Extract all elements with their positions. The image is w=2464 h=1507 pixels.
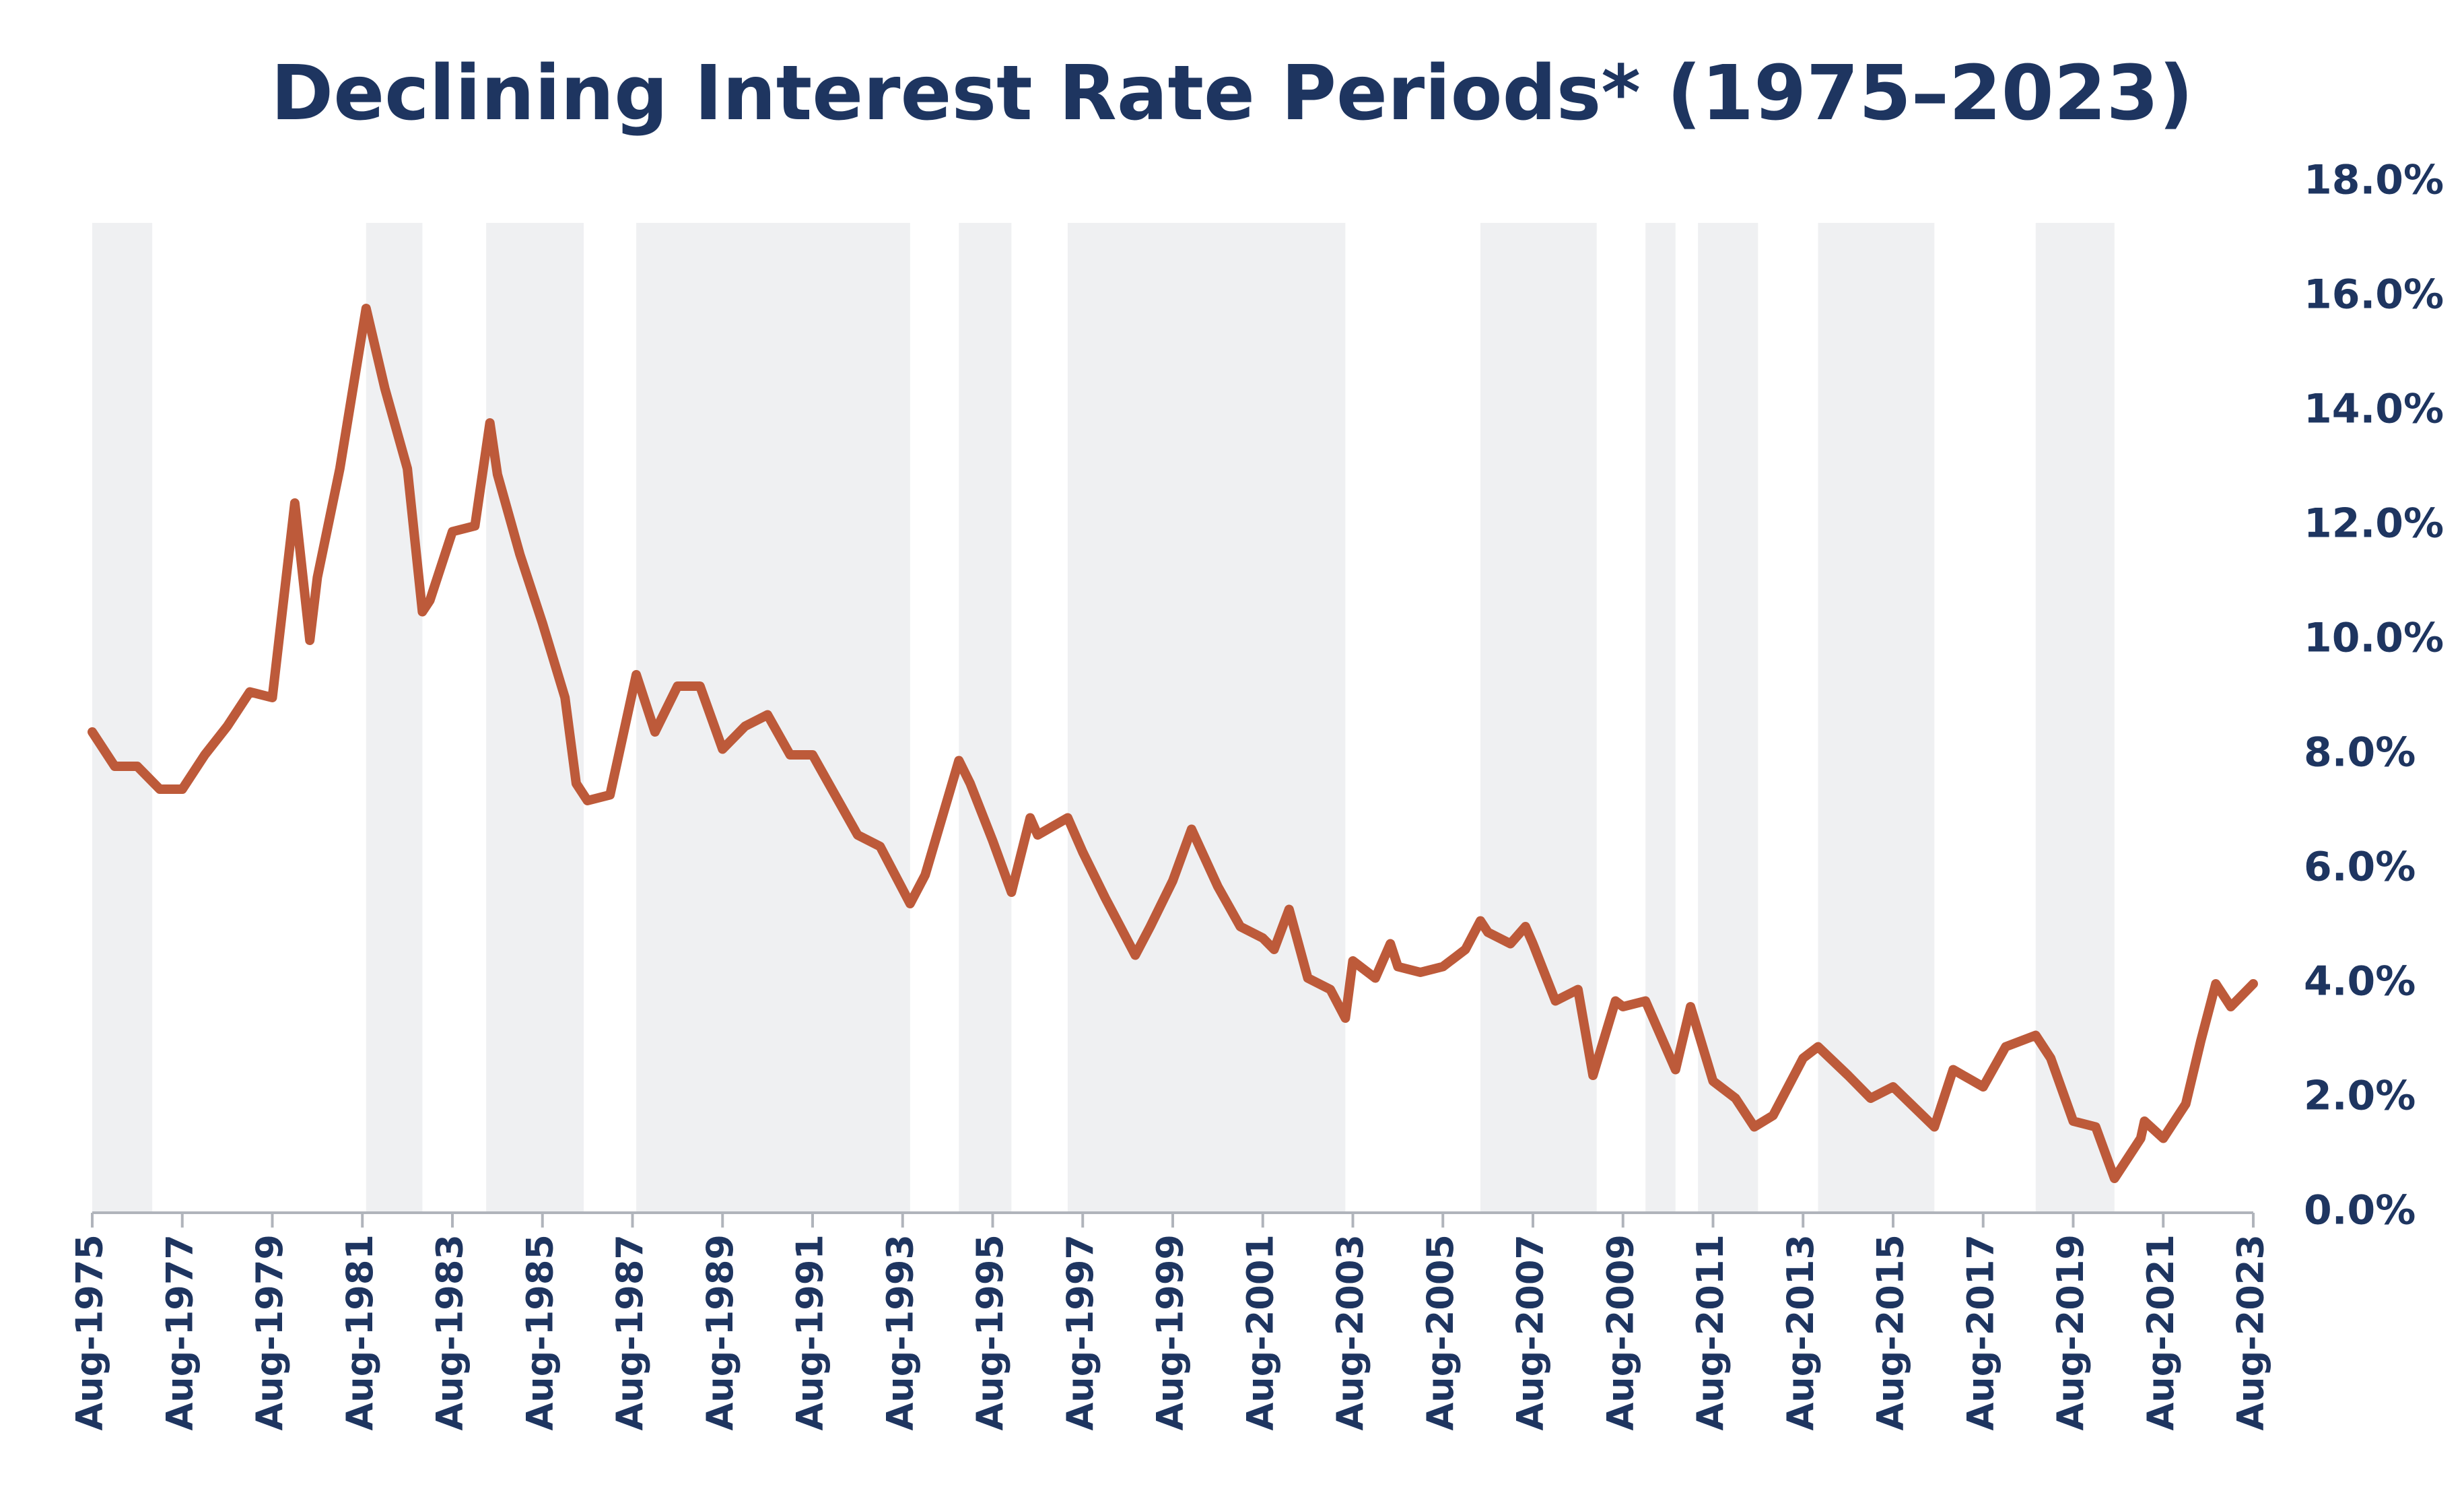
y-tick-label: 16.0% xyxy=(2304,271,2444,319)
y-tick-label: 10.0% xyxy=(2304,615,2444,662)
shaded-period xyxy=(959,223,1012,1213)
shaded-period xyxy=(1698,223,1758,1213)
rate-line xyxy=(88,304,2258,1183)
x-tick-label: Aug-2011 xyxy=(1689,1234,1732,1431)
chart-title: Declining Interest Rate Periods* (1975–2… xyxy=(271,50,2193,137)
y-tick-label: 2.0% xyxy=(2304,1073,2416,1120)
x-tick-label: Aug-1991 xyxy=(789,1234,831,1431)
x-tick-label: Aug-2015 xyxy=(1870,1234,1912,1431)
y-tick-label: 6.0% xyxy=(2304,844,2416,891)
x-tick-label: Aug-1995 xyxy=(969,1234,1011,1431)
x-tick-label: Aug-2005 xyxy=(1419,1234,1462,1431)
shaded-period xyxy=(92,223,153,1213)
x-tick-label: Aug-1981 xyxy=(339,1234,381,1431)
y-tick-label: 4.0% xyxy=(2304,958,2416,1005)
shaded-period xyxy=(366,223,423,1213)
y-tick-label: 14.0% xyxy=(2304,386,2444,433)
x-tick-label: Aug-2007 xyxy=(1509,1234,1552,1431)
shaded-period xyxy=(1480,223,1597,1213)
shaded-period xyxy=(2035,223,2115,1213)
x-tick-label: Aug-1985 xyxy=(518,1234,561,1431)
y-tick-label: 12.0% xyxy=(2304,500,2444,547)
x-tick-label: Aug-2013 xyxy=(1779,1234,1822,1431)
x-tick-label: Aug-2021 xyxy=(2140,1234,2182,1431)
x-tick-label: Aug-1979 xyxy=(248,1234,291,1431)
y-tick-label: 8.0% xyxy=(2304,729,2416,776)
x-tick-label: Aug-2009 xyxy=(1599,1234,1641,1431)
shaded-period xyxy=(1067,223,1346,1213)
x-tick-label: Aug-2023 xyxy=(2230,1234,2272,1431)
x-tick-label: Aug-1987 xyxy=(609,1234,651,1431)
x-tick-label: Aug-2003 xyxy=(1329,1234,1371,1431)
x-tick-label: Aug-1999 xyxy=(1149,1234,1192,1431)
x-tick-label: Aug-1983 xyxy=(429,1234,471,1431)
y-tick-label: 18.0% xyxy=(2304,157,2444,204)
x-tick-label: Aug-1993 xyxy=(879,1234,921,1431)
x-tick-label: Aug-2001 xyxy=(1239,1234,1281,1431)
x-tick-label: Aug-2017 xyxy=(1959,1234,2001,1431)
x-tick-label: Aug-1975 xyxy=(69,1234,111,1431)
y-tick-label: 0.0% xyxy=(2304,1187,2416,1234)
x-tick-label: Aug-2019 xyxy=(2049,1234,2092,1431)
x-tick-label: Aug-1977 xyxy=(158,1234,201,1431)
x-tick-label: Aug-1989 xyxy=(699,1234,741,1431)
shaded-period xyxy=(1818,223,1935,1213)
x-tick-label: Aug-1997 xyxy=(1059,1234,1101,1431)
